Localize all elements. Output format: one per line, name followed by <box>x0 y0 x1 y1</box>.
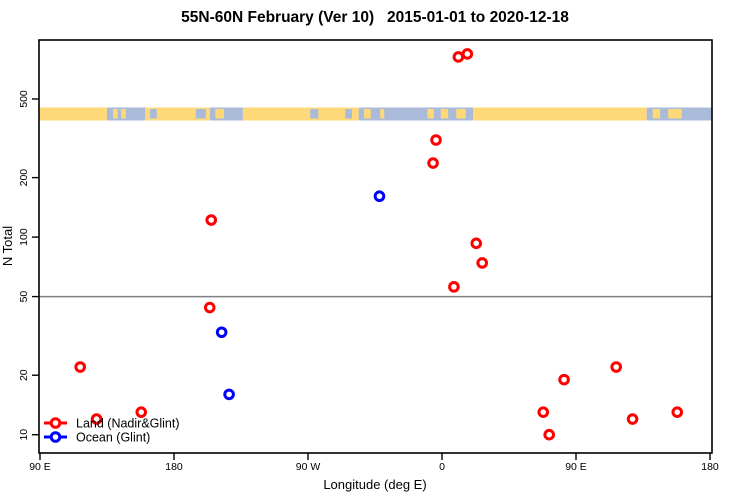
y-tick-label: 50 <box>18 291 30 303</box>
data-point-land <box>135 406 148 418</box>
x-tick-label: 180 <box>701 461 719 473</box>
map-strip-land-patch <box>652 109 661 119</box>
data-point-land <box>537 406 550 418</box>
data-point-land <box>470 237 483 250</box>
y-tick-label: 20 <box>18 369 30 381</box>
x-tick-label: 180 <box>165 461 183 473</box>
map-strip-land-patch <box>380 109 385 119</box>
data-point-land <box>671 406 684 418</box>
map-strip-ocean-patch <box>310 109 319 119</box>
map-strip-land-patch <box>456 109 466 119</box>
x-tick-label: 90 E <box>29 461 51 473</box>
data-point-land <box>203 301 216 314</box>
x-tick-label: 0 <box>439 461 445 473</box>
y-tick-label: 10 <box>18 429 30 441</box>
x-axis-title: Longitude (deg E) <box>323 477 426 492</box>
map-strip-land-patch <box>121 109 126 119</box>
data-point-land <box>476 257 489 269</box>
data-point-land <box>205 214 218 226</box>
map-strip-land-patch <box>668 109 682 119</box>
y-tick-label: 500 <box>18 90 30 108</box>
data-point-land <box>452 51 465 63</box>
data-point-ocean <box>373 190 386 203</box>
map-strip-land-segment <box>242 107 359 121</box>
x-tick-label: 90 E <box>565 461 587 473</box>
data-point-land <box>90 413 103 425</box>
data-point-land <box>543 428 556 441</box>
data-point-land <box>74 361 86 373</box>
map-strip-land-segment <box>473 107 647 121</box>
chart-title: 55N-60N February (Ver 10) 2015-01-01 to … <box>181 9 569 26</box>
map-strip-ocean-patch <box>195 109 206 119</box>
data-point-land <box>461 48 474 60</box>
data-point-ocean <box>223 388 235 401</box>
plot-border <box>38 39 713 454</box>
map-strip-land-patch <box>364 109 371 119</box>
map-strip-land-patch <box>440 109 449 119</box>
map-strip-land-patch <box>113 109 118 119</box>
map-strip-land-segment <box>145 107 210 121</box>
map-strip-ocean-segment <box>106 107 146 121</box>
y-tick-label: 100 <box>18 228 30 246</box>
legend-symbol-circle <box>49 431 62 443</box>
legend-symbol-circle <box>49 417 62 429</box>
map-strip-ocean-segment <box>209 107 243 121</box>
map-strip-land-patch <box>215 109 225 119</box>
data-point-land <box>427 157 439 169</box>
data-point-land <box>448 281 460 293</box>
map-strip-ocean-patch <box>345 109 352 119</box>
data-point-land <box>430 134 442 146</box>
data-point-land <box>626 413 639 425</box>
map-strip-land-segment <box>39 107 107 121</box>
legend-label: Ocean (Glint) <box>76 431 150 445</box>
map-strip-land-patch <box>427 109 435 119</box>
data-point-land <box>610 361 623 373</box>
y-tick-label: 200 <box>18 169 30 187</box>
map-strip-ocean-segment <box>358 107 474 121</box>
y-axis-title: N Total <box>0 226 15 266</box>
data-point-ocean <box>215 326 228 339</box>
data-point-land <box>558 373 570 386</box>
legend-label: Land (Nadir&Glint) <box>76 417 180 431</box>
x-tick-label: 90 W <box>296 461 321 473</box>
map-strip-ocean-patch <box>150 109 157 119</box>
